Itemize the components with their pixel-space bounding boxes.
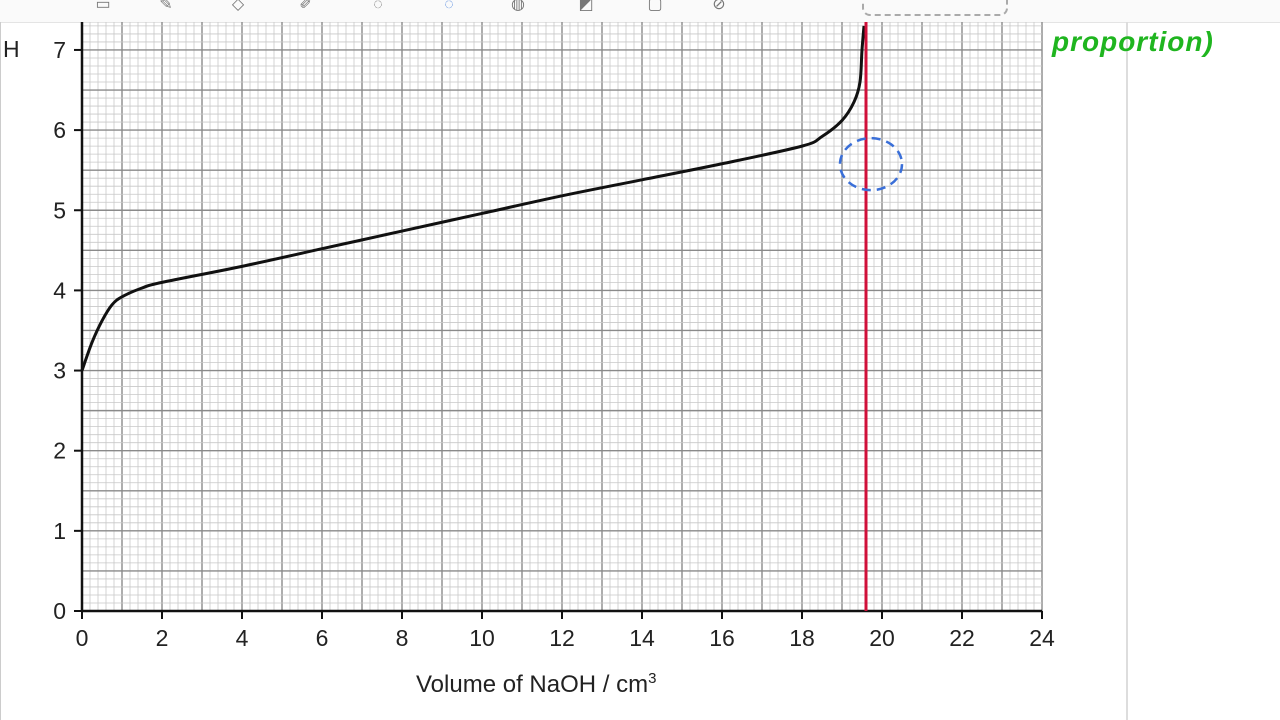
- image-icon[interactable]: ◍: [511, 0, 525, 13]
- x-tick-label: 16: [709, 625, 735, 651]
- eraser-icon[interactable]: ✐: [299, 0, 313, 13]
- x-tick-label: 24: [1029, 625, 1055, 651]
- y-tick-label: 0: [53, 598, 66, 624]
- text-box-icon[interactable]: ▢: [647, 0, 663, 13]
- annotation-toolbar: ▭ ✎ ◇ ✐ ◌ ◌ ◍ ◩ ▢ ⊘: [0, 0, 1280, 23]
- dashed-circle-annotation: [838, 136, 904, 192]
- lasso-select-icon[interactable]: ◌: [444, 0, 454, 13]
- handwritten-annotation: proportion): [1052, 26, 1214, 57]
- x-tick-label: 12: [549, 625, 575, 651]
- ruler-icon[interactable]: ⊘: [712, 0, 726, 13]
- x-axis-label-superscript: 3: [648, 670, 657, 687]
- y-tick-label: 7: [53, 37, 66, 63]
- axes: [74, 22, 1043, 619]
- toolbar-selection-box[interactable]: [862, 0, 1008, 16]
- x-tick-label: 4: [236, 625, 249, 651]
- shapes-icon[interactable]: ▭: [95, 0, 111, 13]
- y-axis-label: H: [3, 36, 20, 62]
- x-tick-label: 2: [156, 625, 169, 651]
- x-tick-label: 0: [76, 625, 89, 651]
- x-tick-label: 10: [469, 625, 495, 651]
- pen-icon[interactable]: ✎: [159, 0, 173, 13]
- y-tick-label: 2: [53, 438, 66, 464]
- x-tick-label: 22: [949, 625, 975, 651]
- y-tick-label: 3: [53, 358, 66, 384]
- lasso-icon[interactable]: ◌: [373, 0, 383, 13]
- grid: [81, 22, 1043, 612]
- x-tick-label: 8: [396, 625, 409, 651]
- x-tick-label: 14: [629, 625, 655, 651]
- y-tick-label: 6: [53, 117, 66, 143]
- x-axis-label: Volume of NaOH / cm3: [416, 670, 656, 699]
- page-margin-divider: [1126, 22, 1128, 720]
- x-axis-label-text: Volume of NaOH / cm: [416, 671, 649, 698]
- left-border: [0, 22, 1, 720]
- titration-curve: [80, 25, 866, 372]
- x-tick-label: 20: [869, 625, 895, 651]
- insert-picture-icon[interactable]: ◩: [578, 0, 594, 13]
- x-tick-label: 6: [316, 625, 329, 651]
- highlighter-icon[interactable]: ◇: [231, 0, 245, 13]
- x-tick-label: 18: [789, 625, 815, 651]
- y-tick-label: 5: [53, 197, 66, 223]
- y-tick-label: 1: [53, 518, 66, 544]
- y-tick-label: 4: [53, 277, 66, 303]
